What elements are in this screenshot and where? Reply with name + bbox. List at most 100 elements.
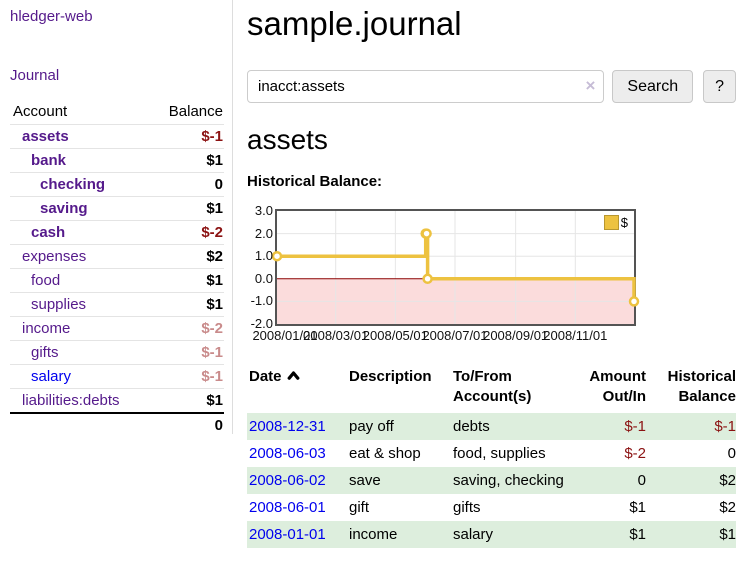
register-header-date[interactable]: Date [247, 365, 347, 413]
account-row: salary $-1 [10, 364, 224, 389]
search-box: × [247, 70, 605, 103]
accounts-table: Account Balance assets $-1 bank $1 checking 0… [10, 99, 224, 437]
x-axis-tick: 2008/09/01 [483, 328, 549, 343]
sort-ascending-icon [287, 367, 300, 387]
account-row: supplies $1 [10, 292, 224, 317]
account-link-income[interactable]: income [22, 320, 71, 337]
register-description: income [349, 526, 398, 543]
register-row: 2008-06-02 save saving, checking 0 $2 [247, 467, 736, 494]
search-form: × Search ? [247, 70, 736, 103]
register-balance: $-1 [714, 418, 736, 435]
account-link-supplies[interactable]: supplies [31, 296, 87, 313]
account-balance: 0 [149, 172, 224, 197]
account-row: saving $1 [10, 196, 224, 221]
account-balance: $1 [149, 292, 224, 317]
account-link-bank[interactable]: bank [31, 152, 67, 169]
register-date-link[interactable]: 2008-06-02 [249, 472, 326, 489]
x-axis-tick: 2008/03/01 [303, 328, 369, 343]
account-heading: assets [247, 124, 328, 155]
register-amount: $-2 [624, 445, 646, 462]
register-date-link[interactable]: 2008-01-01 [249, 526, 326, 543]
account-balance: $-1 [149, 340, 224, 365]
register-accounts: gifts [453, 499, 481, 516]
register-balance: $2 [719, 472, 736, 489]
account-row: expenses $2 [10, 244, 224, 269]
account-balance: $-1 [149, 124, 224, 149]
account-link-expenses[interactable]: expenses [22, 248, 87, 265]
register-date-link[interactable]: 2008-12-31 [249, 418, 326, 435]
register-header-row: Date Description To/From Account(s) Amou… [247, 365, 736, 413]
account-link-food[interactable]: food [31, 272, 61, 289]
account-link-assets[interactable]: assets [22, 128, 69, 145]
account-link-checking[interactable]: checking [40, 176, 106, 193]
account-row: liabilities:debts $1 [10, 388, 224, 413]
register-description: eat & shop [349, 445, 421, 462]
accounts-header-row: Account Balance [10, 99, 224, 125]
account-link-salary[interactable]: salary [31, 368, 72, 385]
y-axis-tick: 1.0 [254, 248, 273, 264]
x-axis-tick: 2008/11/01 [543, 328, 608, 343]
accounts-total-row: 0 [10, 412, 224, 437]
account-link-saving[interactable]: saving [40, 200, 88, 217]
help-button[interactable]: ? [703, 70, 736, 103]
register-accounts: food, supplies [453, 445, 546, 462]
account-balance: $1 [149, 388, 224, 413]
register-row: 2008-06-03 eat & shop food, supplies $-2 0 [247, 440, 736, 467]
accounts-total-spacer [10, 412, 150, 437]
register-description: pay off [349, 418, 394, 435]
search-button[interactable]: Search [612, 70, 694, 103]
register-amount: 0 [637, 472, 646, 489]
account-balance: $1 [149, 268, 224, 293]
register-header-balance: Historical Balance [667, 368, 736, 405]
account-balance: $2 [149, 244, 224, 269]
register-description: gift [349, 499, 370, 516]
register-balance: $2 [719, 499, 736, 516]
main-content: sample.journal × Search ? assets Histori… [247, 0, 736, 548]
clear-search-icon[interactable]: × [585, 76, 596, 95]
register-amount: $-1 [624, 418, 646, 435]
account-link-gifts[interactable]: gifts [31, 344, 59, 361]
accounts-header-account: Account [13, 103, 68, 120]
y-axis-tick: -2.0 [250, 316, 273, 331]
account-balance: $-2 [149, 316, 224, 341]
account-row: bank $1 [10, 148, 224, 173]
register-date-link[interactable]: 2008-06-01 [249, 499, 326, 516]
x-axis-tick: 2008/07/01 [422, 328, 488, 343]
register-date-link[interactable]: 2008-06-03 [249, 445, 326, 462]
legend-swatch-icon [603, 215, 619, 230]
account-row: assets $-1 [10, 124, 224, 149]
register-description: save [349, 472, 381, 489]
x-axis-tick: 2008/05/01 [362, 328, 428, 343]
register-accounts: salary [453, 526, 494, 543]
register-row: 2008-01-01 income salary $1 $1 [247, 521, 736, 548]
legend-label: $ [620, 215, 628, 230]
account-balance: $-2 [149, 220, 224, 245]
register-header-accounts: To/From Account(s) [453, 368, 532, 405]
register-row: 2008-06-01 gift gifts $1 $2 [247, 494, 736, 521]
register-table: Date Description To/From Account(s) Amou… [247, 365, 736, 548]
search-input[interactable] [247, 70, 605, 103]
account-row: cash $-2 [10, 220, 224, 245]
register-header-description: Description [349, 368, 432, 385]
account-row: gifts $-1 [10, 340, 224, 365]
app-title-link[interactable]: hledger-web [10, 8, 93, 25]
register-balance: 0 [727, 445, 736, 462]
account-row: food $1 [10, 268, 224, 293]
sidebar: hledger-web Journal Account Balance asse… [0, 0, 233, 437]
chart-title: Historical Balance: [247, 173, 383, 190]
accounts-table-body: assets $-1 bank $1 checking 0 saving $1 cash $-2 e… [10, 124, 224, 413]
chart-plot-area: $ [271, 209, 640, 326]
account-balance: $-1 [149, 364, 224, 389]
register-balance: $1 [719, 526, 736, 543]
register-header-amount: Amount Out/In [589, 368, 646, 405]
y-axis-tick: -1.0 [250, 293, 273, 309]
y-axis-tick: 2.0 [254, 225, 273, 241]
register-accounts: debts [453, 418, 490, 435]
account-link-cash[interactable]: cash [31, 224, 66, 241]
sidebar-item-journal[interactable]: Journal [10, 67, 60, 84]
x-axis-tick: 2008/01/01 [252, 328, 318, 343]
account-link-liabilities-debts[interactable]: liabilities:debts [22, 392, 120, 409]
register-amount: $1 [629, 526, 646, 543]
register-accounts: saving, checking [453, 472, 564, 489]
y-axis-tick: 0.0 [254, 270, 273, 286]
